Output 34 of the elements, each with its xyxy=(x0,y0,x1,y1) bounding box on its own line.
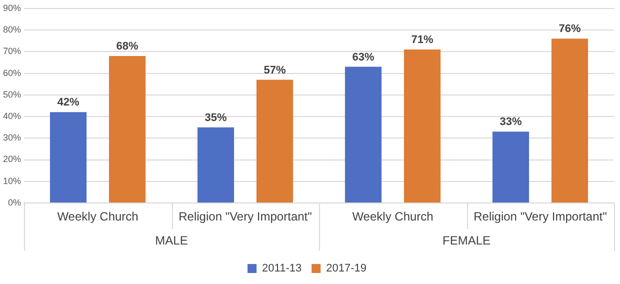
bar xyxy=(256,80,294,202)
legend-label: 2017-19 xyxy=(326,262,366,275)
y-tick-label: 80% xyxy=(3,24,22,35)
bar xyxy=(197,127,234,202)
bar xyxy=(551,38,588,202)
x-tick-label: Weekly Church xyxy=(352,210,434,224)
bar xyxy=(344,66,382,202)
bar xyxy=(404,49,441,202)
legend-label: 2011-13 xyxy=(262,262,302,275)
y-tick-label: 70% xyxy=(3,46,22,56)
data-label: 76% xyxy=(558,23,581,36)
data-label: 68% xyxy=(116,40,138,52)
text: FEMALE xyxy=(442,233,491,248)
y-tick-label: 0% xyxy=(8,197,22,208)
y-tick-label: 90% xyxy=(3,2,22,13)
data-label: 33% xyxy=(500,116,522,128)
x-tick-label: Religion "Very Important" xyxy=(474,210,607,224)
bar xyxy=(50,112,87,202)
y-tick-label: 40% xyxy=(3,110,22,121)
data-label: 71% xyxy=(411,34,434,46)
x-tick-label: Weekly Church xyxy=(57,210,138,224)
y-tick-label: 50% xyxy=(3,89,22,100)
text: MALE xyxy=(155,233,188,248)
data-label: 35% xyxy=(204,112,227,124)
bar xyxy=(108,56,146,202)
y-tick-label: 30% xyxy=(3,132,22,143)
data-label: 42% xyxy=(57,96,80,109)
y-tick-label: 10% xyxy=(3,176,22,186)
y-tick-label: 20% xyxy=(3,154,22,164)
y-tick-label: 60% xyxy=(3,68,22,78)
x-tick-label: Religion "Very Important" xyxy=(178,210,312,224)
data-label: 57% xyxy=(264,64,286,76)
bar xyxy=(492,132,530,202)
data-label: 63% xyxy=(352,51,374,64)
